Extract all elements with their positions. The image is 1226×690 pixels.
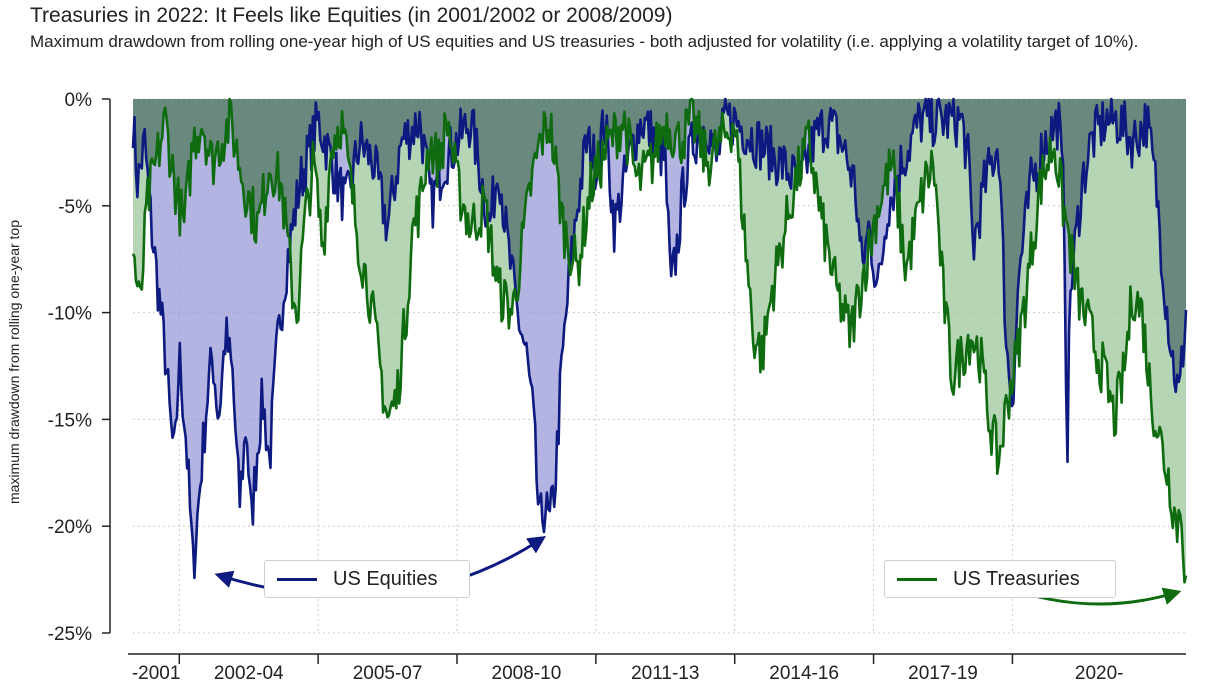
y-tick-label: 0% xyxy=(65,90,93,111)
y-tick-label: -25% xyxy=(48,624,92,645)
x-tick-label: 2005-07 xyxy=(353,663,423,684)
y-tick-label: -10% xyxy=(48,304,92,325)
treasuries-line xyxy=(131,97,1188,584)
chart-title: Treasuries in 2022: It Feels like Equiti… xyxy=(30,4,673,27)
x-tick-label: 2020- xyxy=(1075,663,1124,684)
x-tick-label: 2008-10 xyxy=(492,663,562,684)
x-tick-label: 2002-04 xyxy=(214,663,284,684)
y-tick-label: -15% xyxy=(48,410,92,431)
legend-equities-swatch xyxy=(277,577,317,581)
legend-equities: US Equities xyxy=(264,560,470,598)
area-fills xyxy=(133,99,1186,583)
chart-subtitle: Maximum drawdown from rolling one-year h… xyxy=(30,32,1139,51)
legend-treasuries-swatch xyxy=(897,577,937,581)
overlap-area xyxy=(133,99,1186,394)
legend-equities-label: US Equities xyxy=(333,567,438,590)
x-tick-label: 2014-16 xyxy=(769,663,839,684)
y-tick-label: -20% xyxy=(48,517,92,538)
series-lines xyxy=(131,97,1188,584)
y-tick-label: -5% xyxy=(58,197,92,218)
legend-treasuries-label: US Treasuries xyxy=(953,567,1080,590)
axes: 0% -5% -10% -15% -20% -25% -2001 2002-04 2005-07… xyxy=(48,90,1186,684)
legend-treasuries: US Treasuries xyxy=(884,560,1116,598)
x-tick-label: 2017-19 xyxy=(908,663,978,684)
x-tick-label: -2001 xyxy=(132,663,181,684)
treasuries-area xyxy=(133,99,1186,583)
x-tick-label: 2011-13 xyxy=(631,663,699,684)
